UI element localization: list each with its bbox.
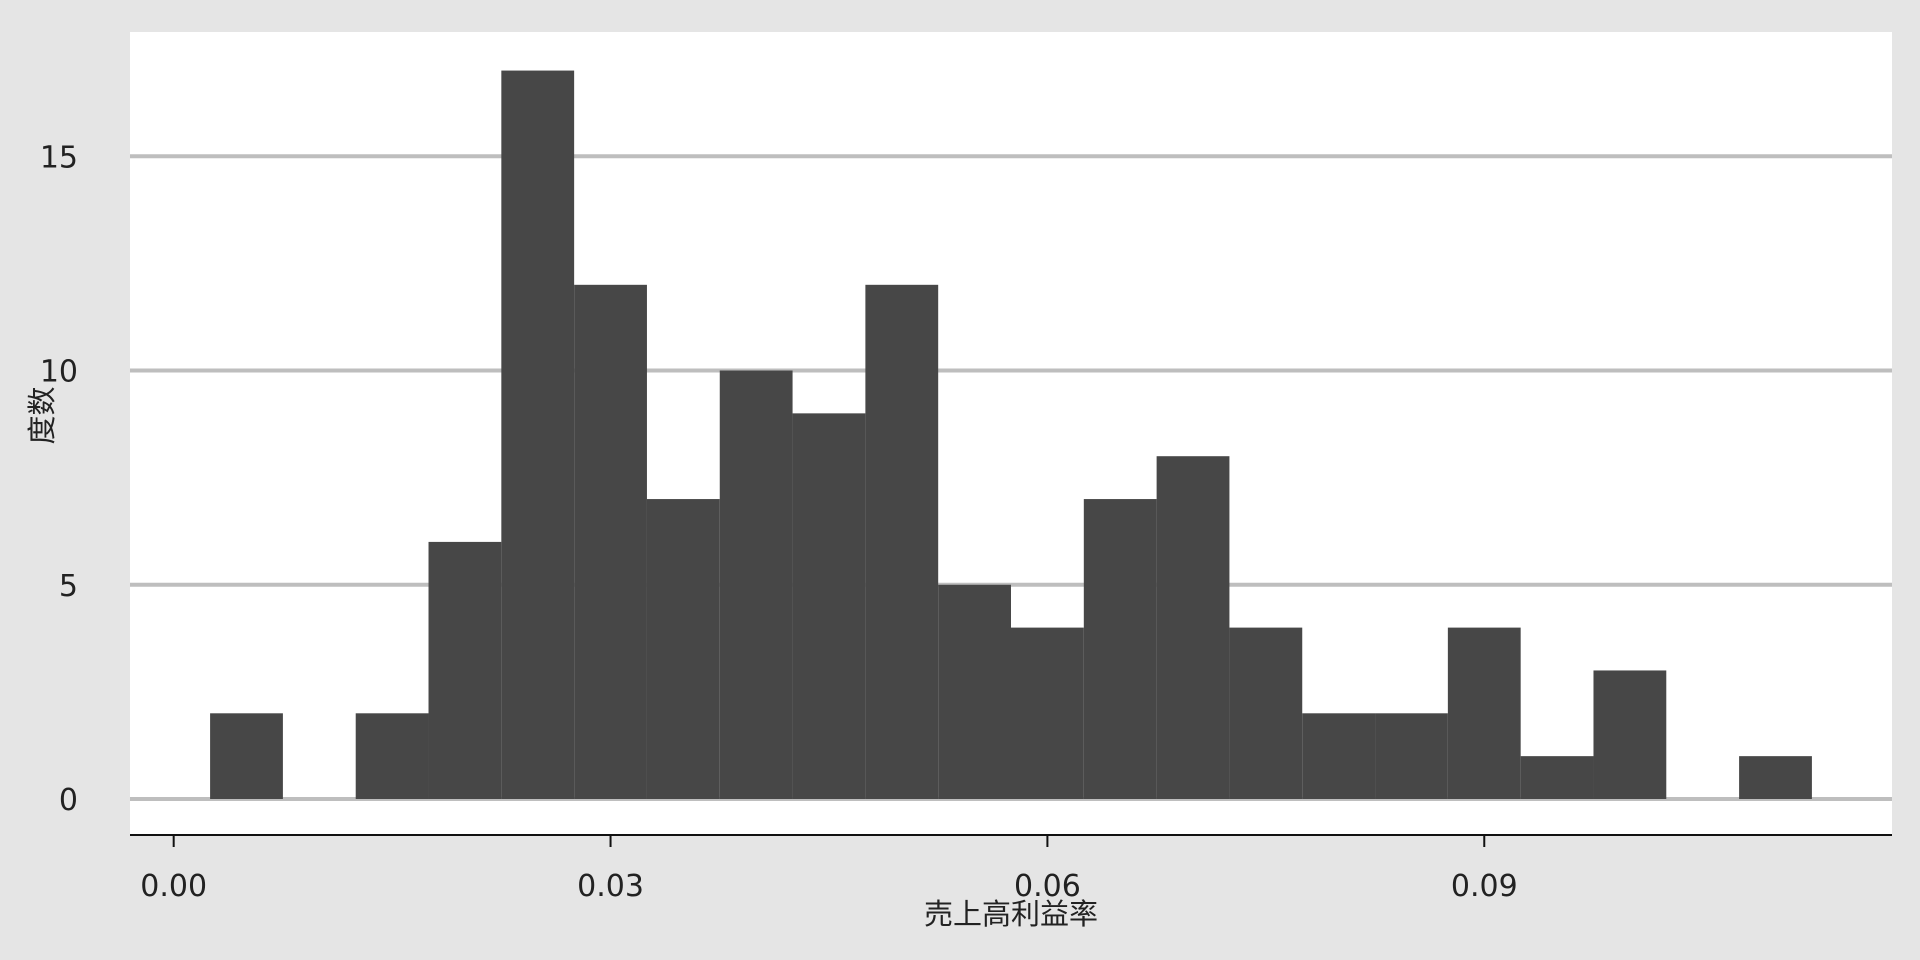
histogram-bar xyxy=(1229,627,1303,799)
x-tick-label: 0.09 xyxy=(1451,869,1518,904)
x-axis-title: 売上高利益率 xyxy=(924,897,1098,931)
histogram-bar xyxy=(1302,713,1376,799)
histogram-bar xyxy=(1447,627,1521,799)
histogram-bar xyxy=(938,584,1011,799)
x-tick-label: 0.06 xyxy=(1014,869,1081,904)
histogram-bar xyxy=(1375,713,1448,799)
histogram-bar xyxy=(646,499,720,799)
y-axis-ticks: 0 5 10 15 xyxy=(40,140,78,818)
histogram-bar xyxy=(792,413,866,799)
histogram-bar xyxy=(1011,627,1084,799)
histogram-bar xyxy=(1156,456,1230,799)
histogram-bar xyxy=(1593,670,1667,799)
histogram-bar xyxy=(1739,756,1812,799)
x-tick-label: 0.03 xyxy=(577,869,644,904)
histogram-bar xyxy=(1520,756,1594,799)
histogram-bar xyxy=(1083,499,1157,799)
y-tick-label: 15 xyxy=(40,140,78,175)
y-tick-label: 0 xyxy=(59,783,78,818)
histogram-bar xyxy=(574,284,647,799)
x-axis-ticks: 0.00 0.03 0.06 0.09 xyxy=(140,835,1518,904)
bars xyxy=(210,70,1812,799)
histogram-bar xyxy=(428,541,502,799)
histogram-bar xyxy=(865,284,939,799)
histogram-bar xyxy=(355,713,429,799)
x-tick-label: 0.00 xyxy=(140,869,207,904)
y-axis-title: 度数 xyxy=(25,386,59,444)
histogram-bar xyxy=(501,70,575,799)
histogram-bar xyxy=(719,370,793,799)
histogram-bar xyxy=(210,713,283,799)
y-tick-label: 5 xyxy=(59,569,78,604)
y-tick-label: 10 xyxy=(40,355,78,390)
